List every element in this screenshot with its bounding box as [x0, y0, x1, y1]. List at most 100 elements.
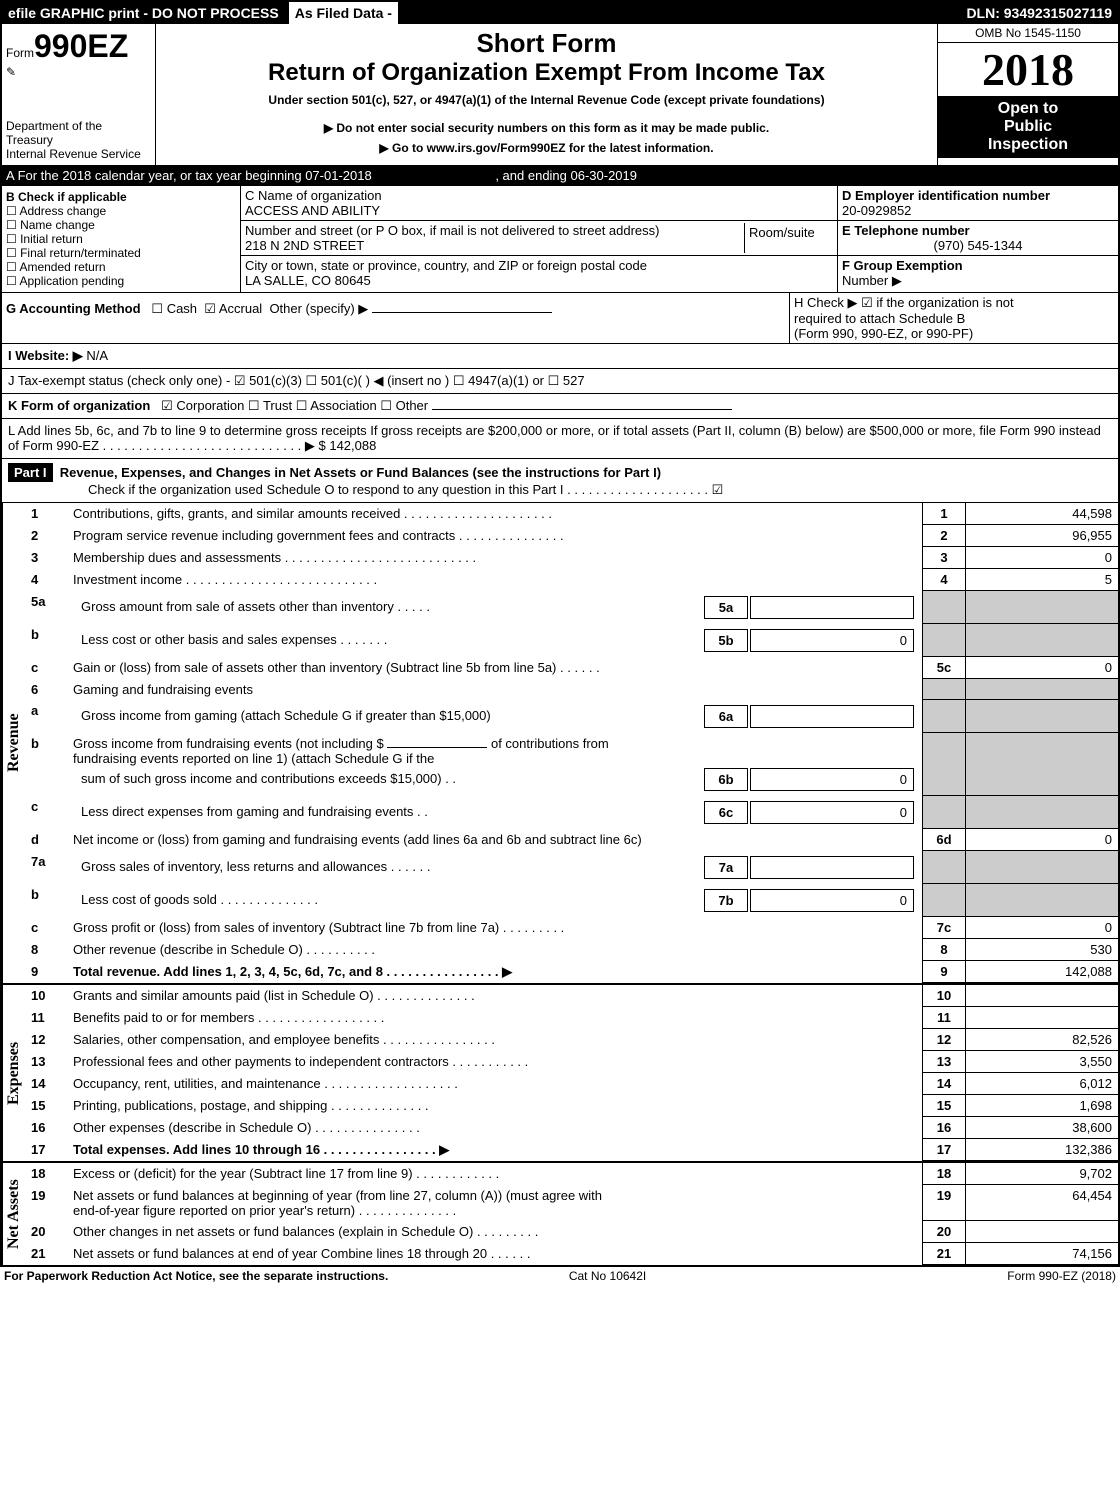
part1-check: Check if the organization used Schedule …: [88, 482, 723, 497]
f-number-label: Number ▶: [842, 273, 902, 288]
l3-amt: 0: [966, 547, 1119, 569]
chk-amended-return[interactable]: Amended return: [6, 260, 236, 274]
col-c: C Name of organization ACCESS AND ABILIT…: [241, 186, 837, 292]
netassets-section: Net Assets 18Excess or (deficit) for the…: [2, 1163, 1118, 1265]
gh-block: G Accounting Method Cash Accrual Other (…: [2, 293, 1118, 344]
header-center: Short Form Return of Organization Exempt…: [156, 24, 937, 165]
g-block: G Accounting Method Cash Accrual Other (…: [2, 293, 789, 343]
h-line1: H Check ▶ ☑ if the organization is not: [794, 295, 1114, 311]
l14-text: Occupancy, rent, utilities, and maintena…: [67, 1073, 923, 1095]
l20-text: Other changes in net assets or fund bala…: [67, 1221, 923, 1243]
chk-final-return[interactable]: Final return/terminated: [6, 246, 236, 260]
l5b-text: Less cost or other basis and sales expen…: [75, 629, 702, 652]
i-label: I Website: ▶: [8, 348, 83, 363]
l11-amt: [966, 1007, 1119, 1029]
l7a-ia: [750, 856, 914, 879]
revenue-side-label: Revenue: [2, 503, 25, 983]
l6c-ia: 0: [750, 801, 914, 824]
chk-name-change[interactable]: Name change: [6, 218, 236, 232]
l5b-ref: 5b: [704, 629, 748, 652]
addr-label: Number and street (or P O box, if mail i…: [245, 223, 744, 238]
l19-text2: end-of-year figure reported on prior yea…: [73, 1203, 916, 1218]
l17-text: Total expenses. Add lines 10 through 16 …: [67, 1139, 923, 1161]
l5c-text: Gain or (loss) from sale of assets other…: [67, 657, 923, 679]
f-label: F Group Exemption: [842, 258, 963, 273]
l15-text: Printing, publications, postage, and shi…: [67, 1095, 923, 1117]
l5a-ref: 5a: [704, 596, 748, 619]
j-text: J Tax-exempt status (check only one) - ☑…: [8, 373, 585, 388]
form-header: Form990EZ ✎ Department of the Treasury I…: [2, 24, 1118, 166]
header-right: OMB No 1545-1150 2018 Open to Public Ins…: [937, 24, 1118, 165]
l4-amt: 5: [966, 569, 1119, 591]
l1-text: Contributions, gifts, grants, and simila…: [67, 503, 923, 525]
part1-header: Part I Revenue, Expenses, and Changes in…: [2, 459, 1118, 503]
c-addr-block: Number and street (or P O box, if mail i…: [241, 221, 837, 256]
top-bar: efile GRAPHIC print - DO NOT PROCESS As …: [2, 2, 1118, 24]
chk-initial-return[interactable]: Initial return: [6, 232, 236, 246]
other-specify: Other (specify) ▶: [269, 301, 368, 316]
expenses-side-label: Expenses: [2, 985, 25, 1161]
b-label: B Check if applicable: [6, 190, 236, 204]
chk-cash[interactable]: Cash: [151, 301, 197, 316]
l5b-ia: 0: [750, 629, 914, 652]
inspect-l2: Public: [942, 118, 1114, 136]
phone-value: (970) 545-1344: [842, 238, 1114, 253]
f-block: F Group Exemption Number ▶: [838, 256, 1118, 291]
c-label: C Name of organization: [245, 188, 833, 203]
l19-text: Net assets or fund balances at beginning…: [73, 1188, 916, 1203]
col-def: D Employer identification number 20-0929…: [837, 186, 1118, 292]
addr-value: 218 N 2ND STREET: [245, 238, 744, 253]
e-block: E Telephone number (970) 545-1344: [838, 221, 1118, 256]
line-a: A For the 2018 calendar year, or tax yea…: [2, 166, 1118, 186]
line-a-text: A For the 2018 calendar year, or tax yea…: [6, 168, 372, 183]
l6a-text: Gross income from gaming (attach Schedul…: [75, 705, 702, 728]
l7c-amt: 0: [966, 917, 1119, 939]
chk-accrual[interactable]: Accrual: [204, 301, 262, 316]
l15-amt: 1,698: [966, 1095, 1119, 1117]
goto-link[interactable]: ▶ Go to www.irs.gov/Form990EZ for the la…: [164, 141, 929, 155]
expenses-section: Expenses 10Grants and similar amounts pa…: [2, 985, 1118, 1163]
revenue-table: 1Contributions, gifts, grants, and simil…: [25, 503, 1118, 983]
chk-application-pending[interactable]: Application pending: [6, 274, 236, 288]
l2-amt: 96,955: [966, 525, 1119, 547]
k-label: K Form of organization: [8, 398, 150, 413]
j-block: J Tax-exempt status (check only one) - ☑…: [2, 369, 1118, 394]
l-block: L Add lines 5b, 6c, and 7b to line 9 to …: [2, 419, 1118, 459]
h-line2: required to attach Schedule B: [794, 311, 1114, 326]
org-name: ACCESS AND ABILITY: [245, 203, 833, 218]
l5a-text: Gross amount from sale of assets other t…: [75, 596, 702, 619]
form-number: 990EZ: [34, 28, 128, 64]
city-value: LA SALLE, CO 80645: [245, 273, 833, 288]
tax-year: 2018: [938, 43, 1118, 96]
l16-amt: 38,600: [966, 1117, 1119, 1139]
expenses-table: 10Grants and similar amounts paid (list …: [25, 985, 1118, 1161]
part1-badge: Part I: [8, 463, 53, 482]
d-label: D Employer identification number: [842, 188, 1114, 203]
l17-amt: 132,386: [966, 1139, 1119, 1161]
l7b-text: Less cost of goods sold . . . . . . . . …: [75, 889, 702, 912]
l6b-t3: fundraising events reported on line 1) (…: [73, 751, 434, 766]
d-block: D Employer identification number 20-0929…: [838, 186, 1118, 221]
dln-label: DLN: 93492315027119: [960, 2, 1118, 24]
other-specify-line[interactable]: [372, 312, 552, 313]
l8-amt: 530: [966, 939, 1119, 961]
form-prefix: Form: [6, 46, 34, 60]
inspect-l1: Open to: [942, 100, 1114, 118]
form-990ez: efile GRAPHIC print - DO NOT PROCESS As …: [0, 0, 1120, 1267]
netassets-table: 18Excess or (deficit) for the year (Subt…: [25, 1163, 1118, 1265]
l-text: L Add lines 5b, 6c, and 7b to line 9 to …: [8, 423, 1101, 453]
g-label: G Accounting Method: [6, 301, 141, 316]
form-ref: Form 990-EZ (2018): [1007, 1269, 1116, 1283]
l13-text: Professional fees and other payments to …: [67, 1051, 923, 1073]
l6b-ref: 6b: [704, 768, 748, 791]
l5a-ia: [750, 596, 914, 619]
l6b-blank[interactable]: [387, 747, 487, 748]
l18-amt: 9,702: [966, 1163, 1119, 1185]
l14-amt: 6,012: [966, 1073, 1119, 1095]
l12-text: Salaries, other compensation, and employ…: [67, 1029, 923, 1051]
k-other-line[interactable]: [432, 409, 732, 410]
l18-text: Excess or (deficit) for the year (Subtra…: [67, 1163, 923, 1185]
i-block: I Website: ▶ N/A: [2, 344, 1118, 369]
chk-address-change[interactable]: Address change: [6, 204, 236, 218]
inspect-l3: Inspection: [942, 136, 1114, 154]
